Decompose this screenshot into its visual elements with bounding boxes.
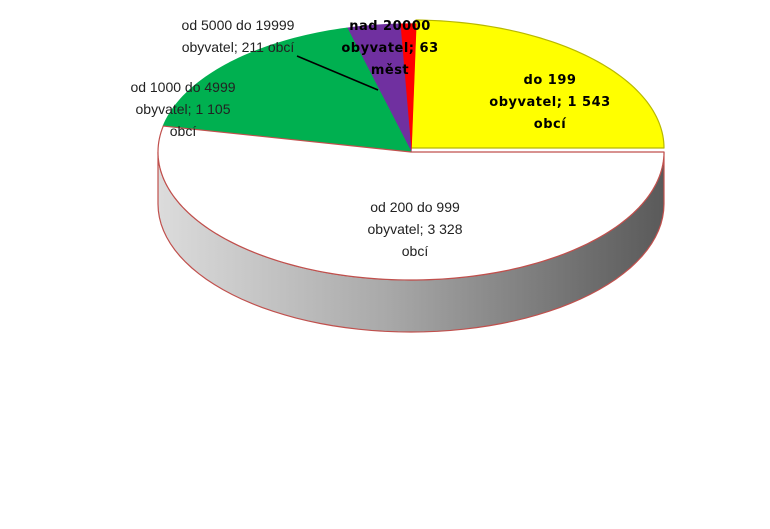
pie-slice-s999 — [157, 125, 665, 281]
leader-line-s19999 — [296, 55, 379, 91]
data-label-s20000: nad 20000 obyvatel; 63 měst — [341, 19, 439, 78]
data-label-s19999: od 5000 do 19999 obyvatel; 211 obcí — [181, 17, 295, 55]
data-label-s999: od 200 do 999 obyvatel; 3 328 obcí — [367, 199, 463, 259]
data-label-s199: do 199 obyvatel; 1 543 obcí — [489, 73, 611, 132]
pie-slice-s20000 — [399, 23, 417, 153]
pie-tops — [157, 19, 665, 281]
pie-slice-s199 — [410, 19, 665, 149]
pie-slice-s4999 — [162, 27, 412, 153]
data-label-s4999: od 1000 do 4999 obyvatel; 1 105 obcí — [130, 79, 236, 139]
